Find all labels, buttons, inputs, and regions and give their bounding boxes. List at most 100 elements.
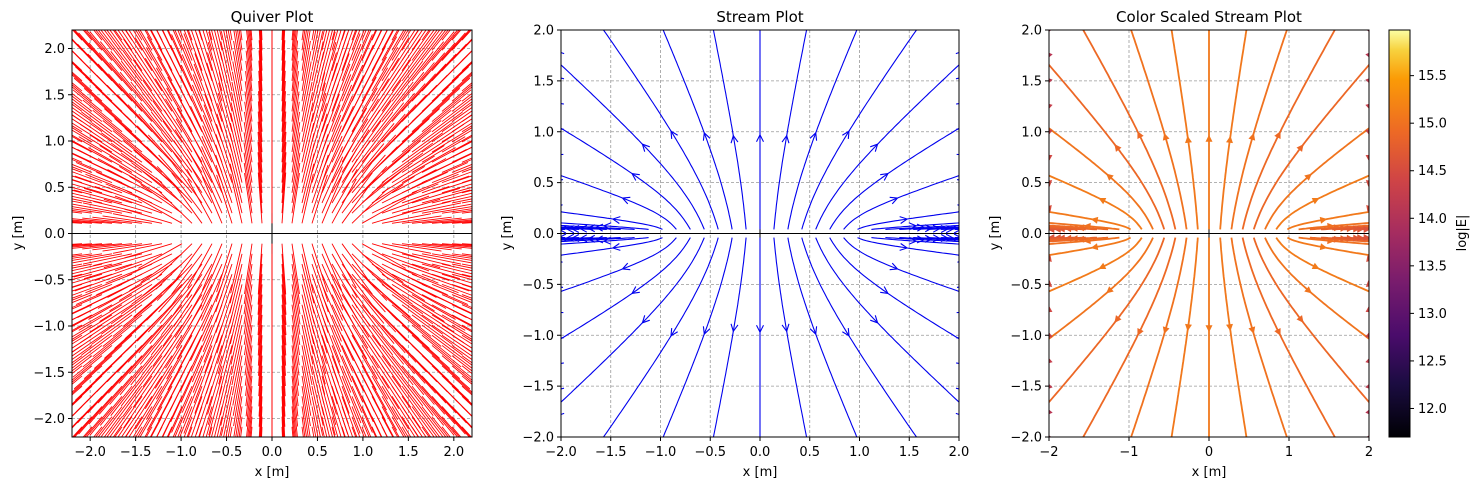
quiver-arrow bbox=[391, 263, 439, 284]
quiver-arrow bbox=[381, 385, 410, 430]
quiver-arrow bbox=[89, 31, 123, 71]
quiver-arrow bbox=[82, 99, 123, 133]
quiver-arrow bbox=[72, 189, 83, 194]
streamline bbox=[561, 309, 562, 311]
quiver-arrow bbox=[72, 283, 113, 301]
streamline-arrow bbox=[1274, 328, 1281, 336]
streamline bbox=[561, 207, 562, 209]
quiver-arrow bbox=[250, 426, 253, 437]
quiver-arrow bbox=[77, 43, 113, 82]
quiver-arrow bbox=[361, 170, 402, 204]
quiver-arrow bbox=[72, 212, 73, 214]
quiver-arrow bbox=[331, 53, 350, 102]
quiver-arrow bbox=[352, 30, 353, 31]
quiver-arrow bbox=[245, 40, 253, 92]
quiver-arrow bbox=[291, 81, 300, 132]
quiver-arrow bbox=[94, 263, 143, 282]
streamline bbox=[1368, 335, 1369, 337]
x-axis: −2.0 −1.5 −1.0 −0.5 0.0 0.5 1.0 1.5 2.0 bbox=[545, 437, 969, 460]
streamline bbox=[1130, 237, 1188, 437]
streamline-arrow bbox=[1226, 135, 1233, 144]
quiver-arrow bbox=[281, 294, 287, 346]
quiver-arrow bbox=[351, 243, 389, 280]
quiver-arrow bbox=[381, 284, 424, 315]
streamline-arrow bbox=[1049, 383, 1053, 389]
quiver-arrow bbox=[391, 83, 426, 122]
panel-stream: Stream Plot −2.0 −1.5 −1.0 −0.5 0.0 0.5 1.0 1.5… bbox=[500, 8, 969, 480]
quiver-arrow bbox=[198, 426, 203, 437]
quiver-arrow bbox=[451, 198, 472, 204]
quiver-arrow bbox=[461, 324, 472, 332]
quiver-arrow bbox=[229, 263, 243, 314]
quiver-arrow bbox=[391, 345, 426, 384]
quiver-arrow bbox=[244, 101, 253, 153]
quiver-arrow bbox=[471, 294, 472, 296]
quiver-arrow bbox=[461, 103, 472, 112]
quiver-arrow bbox=[371, 396, 395, 437]
quiver-arrow bbox=[471, 365, 472, 367]
quiver-arrow bbox=[321, 135, 343, 183]
quiver-arrow bbox=[72, 163, 93, 173]
quiver-arrow bbox=[219, 355, 233, 406]
quiver-arrow bbox=[258, 325, 263, 376]
streamline bbox=[1368, 258, 1369, 260]
quiver-arrow bbox=[381, 426, 388, 437]
quiver-arrow bbox=[89, 396, 123, 436]
streamline bbox=[1049, 236, 1098, 242]
quiver-arrow bbox=[243, 294, 253, 345]
quiver-arrow bbox=[281, 30, 284, 61]
quiver-arrow bbox=[180, 75, 203, 122]
quiver-arrow bbox=[391, 375, 422, 418]
quiver-arrow bbox=[149, 123, 183, 163]
quiver-arrow bbox=[195, 32, 213, 82]
quiver-arrow bbox=[131, 70, 163, 112]
quiver-arrow bbox=[291, 50, 299, 102]
quiver-arrow bbox=[291, 30, 294, 41]
quiver-arrow bbox=[72, 335, 73, 336]
quiver-arrow bbox=[381, 30, 400, 61]
quiver-arrow bbox=[451, 345, 472, 361]
quiver-arrow bbox=[311, 41, 324, 92]
quiver-arrow bbox=[186, 158, 213, 204]
quiver-arrow bbox=[72, 314, 93, 326]
streamline-arrow bbox=[870, 143, 879, 152]
quiver-arrow bbox=[332, 436, 333, 437]
quiver-arrow bbox=[411, 334, 451, 369]
quiver-arrow bbox=[431, 365, 469, 401]
quiver-arrow bbox=[341, 64, 364, 112]
quiver-arrow bbox=[73, 355, 113, 390]
quiver-arrow bbox=[391, 215, 442, 224]
quiver-arrow bbox=[88, 385, 123, 425]
streamline-arrow bbox=[1366, 255, 1369, 262]
colored-streamlines bbox=[1049, 30, 1369, 437]
quiver-arrow bbox=[411, 187, 461, 204]
x-tick-label: 2.0 bbox=[443, 445, 464, 460]
quiver-arrow bbox=[291, 30, 297, 71]
quiver-arrow bbox=[218, 82, 233, 132]
quiver-arrow bbox=[181, 54, 203, 102]
quiver-arrow bbox=[411, 147, 456, 173]
quiver-arrow bbox=[381, 140, 422, 173]
quiver-arrow bbox=[122, 375, 153, 418]
quiver-arrow bbox=[451, 294, 472, 304]
quiver-arrow bbox=[451, 129, 472, 143]
streamline-arrow bbox=[955, 52, 959, 55]
y-axis-label: y [m] bbox=[11, 216, 26, 251]
quiver-arrow bbox=[38, 0, 72, 30]
quiver-arrow bbox=[331, 426, 336, 437]
quiver-arrow bbox=[351, 30, 361, 51]
quiver-arrow bbox=[401, 365, 435, 405]
quiver-arrow bbox=[441, 195, 472, 204]
quiver-arrow bbox=[100, 396, 133, 437]
y-tick-label: −1.0 bbox=[1010, 329, 1042, 344]
streamline bbox=[1368, 386, 1369, 388]
quiver-arrow bbox=[281, 263, 287, 315]
quiver-arrow bbox=[311, 294, 328, 344]
quiver-arrow bbox=[301, 304, 314, 355]
streamline-arrow bbox=[631, 286, 640, 295]
streamline bbox=[857, 211, 959, 230]
quiver-arrow bbox=[391, 243, 442, 252]
quiver-arrow bbox=[372, 30, 373, 31]
streamline bbox=[1049, 127, 1154, 230]
quiver-arrow bbox=[341, 355, 364, 403]
